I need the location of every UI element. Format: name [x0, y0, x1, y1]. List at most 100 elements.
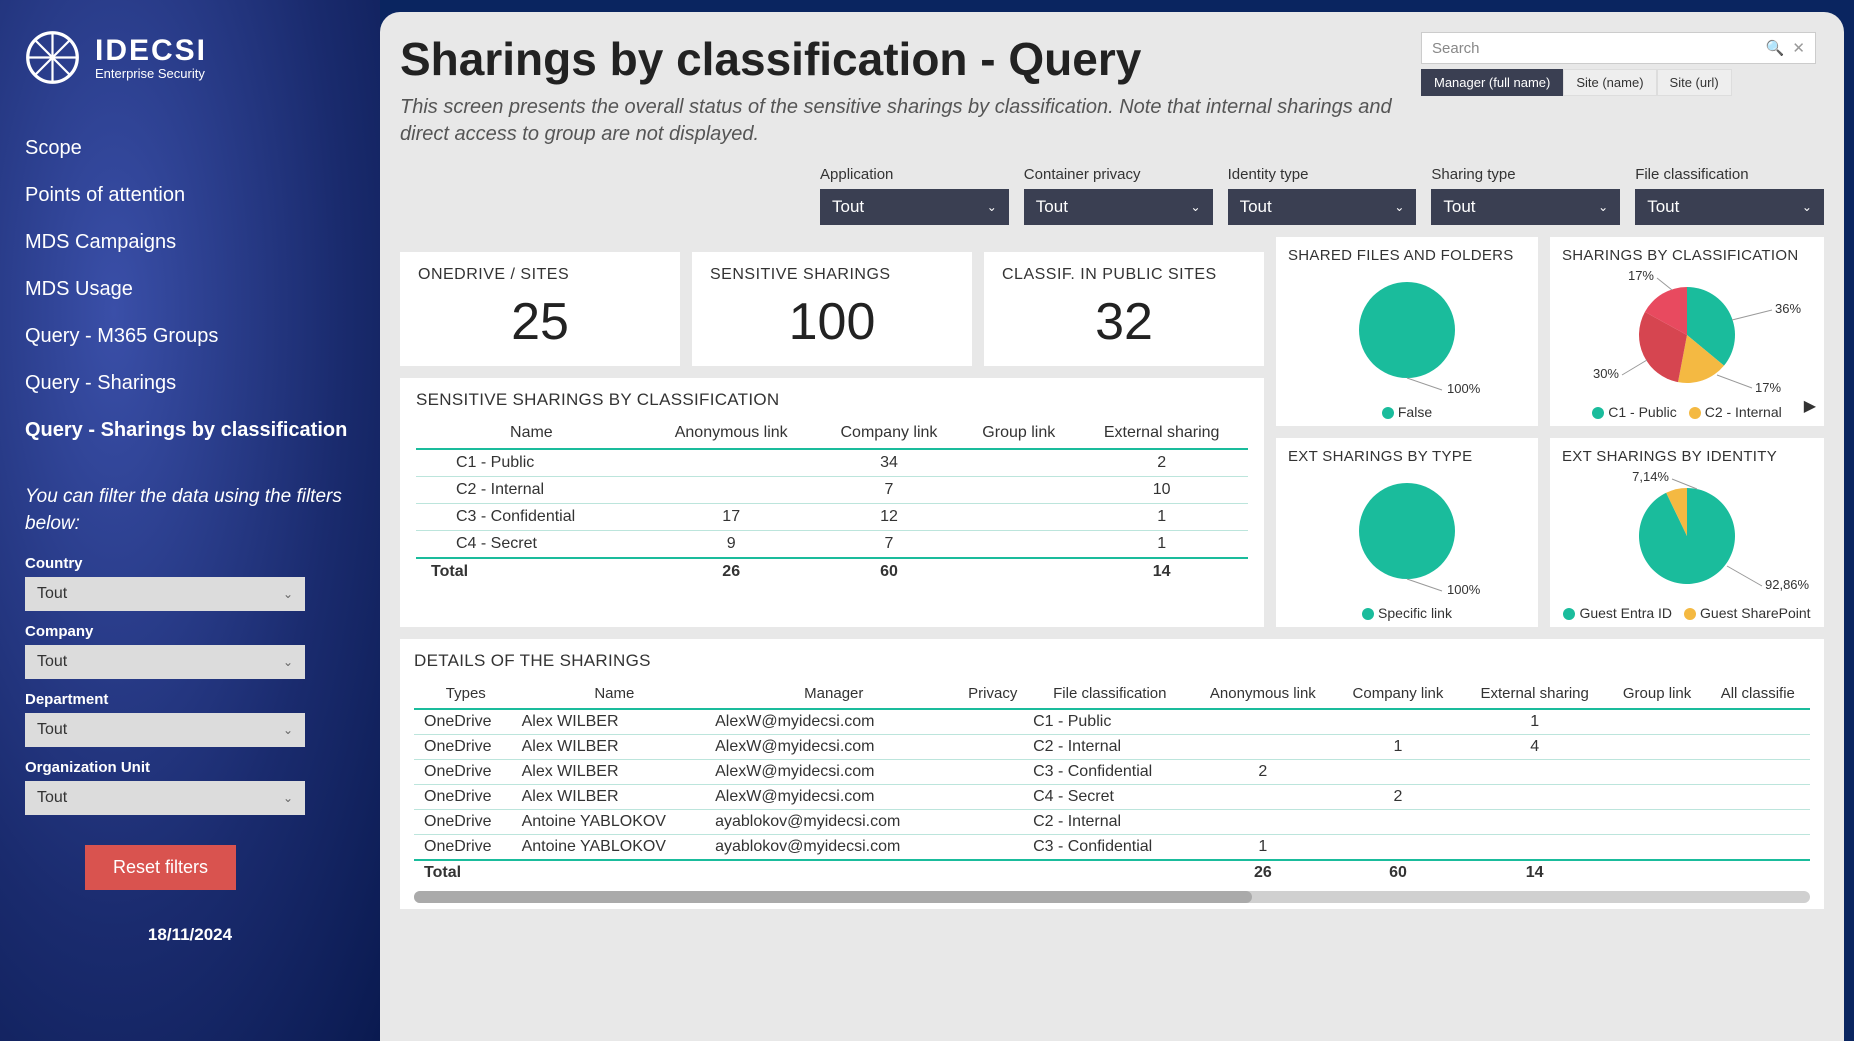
kpi-label: SENSITIVE SHARINGS [710, 266, 954, 284]
kpi-value: 100 [710, 292, 954, 352]
search-tab[interactable]: Site (name) [1563, 69, 1656, 96]
sidebar: IDECSI Enterprise Security ScopePoints o… [0, 0, 380, 1041]
svg-text:92,86%: 92,86% [1765, 577, 1810, 592]
chart-title: SHARED FILES AND FOLDERS [1288, 247, 1526, 264]
chevron-down-icon: ⌄ [283, 587, 293, 601]
svg-text:36%: 36% [1775, 301, 1801, 316]
svg-text:100%: 100% [1447, 582, 1481, 597]
filter-label: Company [25, 623, 355, 640]
horizontal-scrollbar[interactable] [414, 891, 1810, 903]
nav-item[interactable]: MDS Usage [25, 266, 355, 313]
chevron-down-icon: ⌄ [1394, 200, 1404, 214]
brand-subtitle: Enterprise Security [95, 66, 207, 81]
nav-item[interactable]: Points of attention [25, 172, 355, 219]
chevron-down-icon: ⌄ [1598, 200, 1608, 214]
table-row[interactable]: OneDriveAntoine YABLOKOVayablokov@myidec… [414, 810, 1810, 835]
search-tab[interactable]: Site (url) [1657, 69, 1732, 96]
chart-title: SHARINGS BY CLASSIFICATION [1562, 247, 1812, 264]
legend-item: Guest SharePoint [1684, 605, 1811, 621]
column-header[interactable]: Company link [816, 418, 963, 449]
column-header[interactable]: Anonymous link [1191, 679, 1336, 709]
legend-item: C1 - Public [1592, 404, 1676, 420]
table-row[interactable]: OneDriveAlex WILBERAlexW@myidecsi.comC4 … [414, 785, 1810, 810]
table-row[interactable]: C4 - Secret971 [416, 531, 1248, 559]
search-input[interactable]: Search 🔍 ✕ [1421, 32, 1816, 64]
chart-shared-files: SHARED FILES AND FOLDERS 100% False [1276, 237, 1538, 426]
column-header[interactable]: Name [518, 679, 712, 709]
column-header[interactable]: Types [414, 679, 518, 709]
close-icon[interactable]: ✕ [1792, 39, 1805, 57]
column-header[interactable]: All classifie [1706, 679, 1810, 709]
nav-item[interactable]: Scope [25, 125, 355, 172]
column-header[interactable]: File classification [1029, 679, 1191, 709]
classification-table-card: SENSITIVE SHARINGS BY CLASSIFICATION Nam… [400, 378, 1264, 627]
details-table: TypesNameManagerPrivacyFile classificati… [414, 679, 1810, 885]
nav-item[interactable]: MDS Campaigns [25, 219, 355, 266]
svg-text:17%: 17% [1628, 270, 1654, 283]
date-footer: 18/11/2024 [25, 925, 355, 945]
filter-select[interactable]: Tout⌄ [25, 781, 305, 815]
top-filter-label: File classification [1635, 166, 1824, 183]
search-icon[interactable]: 🔍 [1766, 39, 1785, 57]
logo: IDECSI Enterprise Security [25, 30, 355, 85]
svg-text:30%: 30% [1593, 366, 1619, 381]
table-row[interactable]: C2 - Internal710 [416, 477, 1248, 504]
column-header[interactable]: Privacy [956, 679, 1029, 709]
total-row: Total266014 [414, 860, 1810, 885]
table-row[interactable]: OneDriveAlex WILBERAlexW@myidecsi.comC3 … [414, 760, 1810, 785]
top-filter-select[interactable]: Tout⌄ [820, 189, 1009, 225]
top-filter-select[interactable]: Tout⌄ [1635, 189, 1824, 225]
column-header[interactable]: Name [416, 418, 647, 449]
details-title: DETAILS OF THE SHARINGS [414, 651, 1810, 671]
column-header[interactable]: External sharing [1461, 679, 1609, 709]
legend-item: Guest Entra ID [1563, 605, 1672, 621]
kpi-label: CLASSIF. IN PUBLIC SITES [1002, 266, 1246, 284]
legend-next-icon[interactable]: ▶ [1804, 396, 1816, 416]
column-header[interactable]: Group link [962, 418, 1075, 449]
top-filter-label: Sharing type [1431, 166, 1620, 183]
filter-select[interactable]: Tout⌄ [25, 577, 305, 611]
table-row[interactable]: OneDriveAlex WILBERAlexW@myidecsi.comC2 … [414, 735, 1810, 760]
main-area: Sharings by classification - Query This … [380, 0, 1854, 1041]
table-row[interactable]: OneDriveAlex WILBERAlexW@myidecsi.comC1 … [414, 709, 1810, 735]
filter-intro: You can filter the data using the filter… [25, 484, 355, 537]
filter-select[interactable]: Tout⌄ [25, 645, 305, 679]
top-filter-select[interactable]: Tout⌄ [1024, 189, 1213, 225]
table-row[interactable]: C1 - Public342 [416, 449, 1248, 477]
nav-item[interactable]: Query - Sharings by classification [25, 407, 355, 454]
filter-select[interactable]: Tout⌄ [25, 713, 305, 747]
top-filter-select[interactable]: Tout⌄ [1228, 189, 1417, 225]
logo-icon [25, 30, 80, 85]
kpi-value: 32 [1002, 292, 1246, 352]
table-row[interactable]: C3 - Confidential17121 [416, 504, 1248, 531]
nav-item[interactable]: Query - Sharings [25, 360, 355, 407]
table-row[interactable]: OneDriveAntoine YABLOKOVayablokov@myidec… [414, 835, 1810, 861]
chevron-down-icon: ⌄ [283, 655, 293, 669]
kpi-value: 25 [418, 292, 662, 352]
top-filter-select[interactable]: Tout⌄ [1431, 189, 1620, 225]
reset-filters-button[interactable]: Reset filters [85, 845, 236, 890]
top-filter-label: Container privacy [1024, 166, 1213, 183]
top-filter-label: Application [820, 166, 1009, 183]
page-description: This screen presents the overall status … [400, 94, 1400, 148]
filter-label: Department [25, 691, 355, 708]
svg-text:17%: 17% [1755, 380, 1781, 395]
chevron-down-icon: ⌄ [1802, 200, 1812, 214]
chart-by-classification: SHARINGS BY CLASSIFICATION 17%36%17%30% … [1550, 237, 1824, 426]
nav-item[interactable]: Query - M365 Groups [25, 313, 355, 360]
svg-text:7,14%: 7,14% [1632, 471, 1669, 484]
column-header[interactable]: Company link [1335, 679, 1461, 709]
column-header[interactable]: Manager [711, 679, 956, 709]
chart-title: EXT SHARINGS BY IDENTITY [1562, 448, 1812, 465]
column-header[interactable]: External sharing [1075, 418, 1248, 449]
column-header[interactable]: Anonymous link [647, 418, 816, 449]
search-panel: Search 🔍 ✕ Manager (full name)Site (name… [1421, 32, 1816, 96]
column-header[interactable]: Group link [1609, 679, 1706, 709]
chevron-down-icon: ⌄ [283, 723, 293, 737]
svg-text:100%: 100% [1447, 381, 1481, 396]
top-filter-label: Identity type [1228, 166, 1417, 183]
kpi-label: ONEDRIVE / SITES [418, 266, 662, 284]
search-tab[interactable]: Manager (full name) [1421, 69, 1563, 96]
search-placeholder: Search [1432, 40, 1480, 57]
chevron-down-icon: ⌄ [283, 791, 293, 805]
